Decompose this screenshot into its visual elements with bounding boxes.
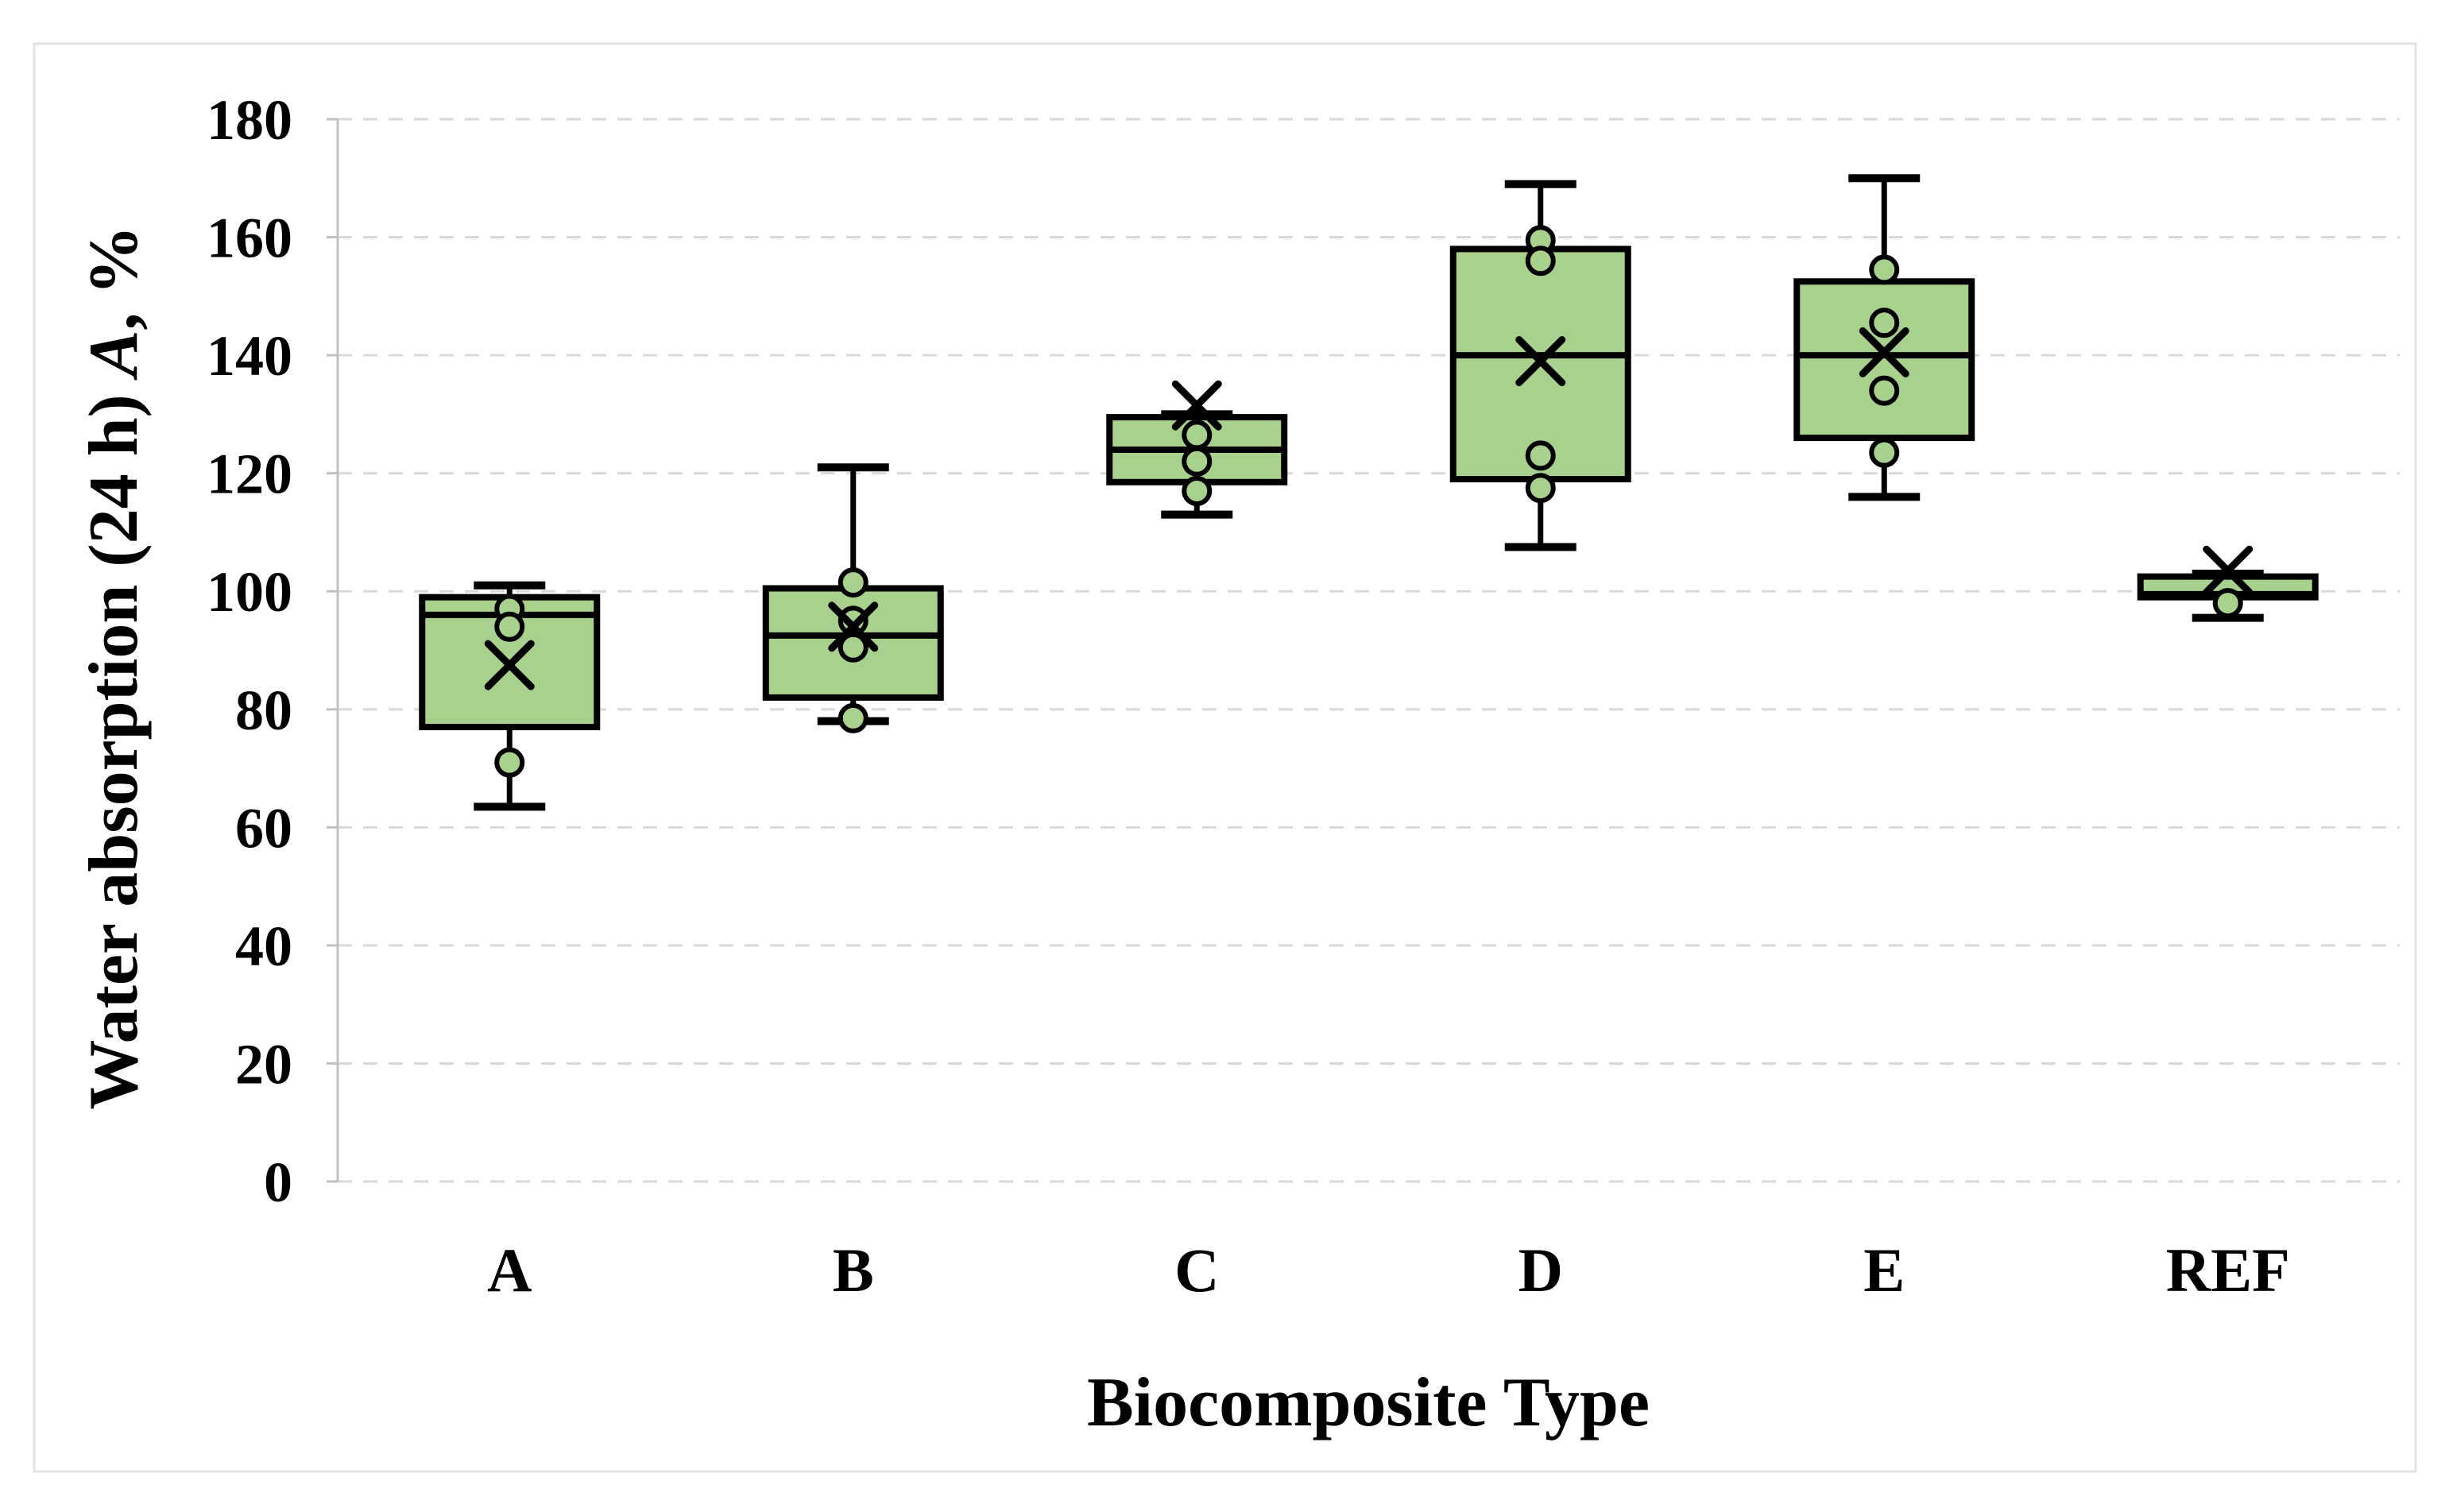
data-point <box>838 567 869 598</box>
box-group-C <box>1106 380 1288 519</box>
y-tick-label: 180 <box>207 88 292 152</box>
mean-marker <box>484 640 535 690</box>
category-label: A <box>487 1236 532 1305</box>
data-point <box>1525 440 1556 471</box>
series-layer <box>419 174 2319 811</box>
y-axis-title: Water absorption (24 h) A, % <box>75 225 153 1109</box>
axis-layer <box>327 118 339 1183</box>
data-point <box>838 632 869 663</box>
mean-marker <box>1859 327 1909 377</box>
y-tick-label: 40 <box>235 915 292 978</box>
label-layer: 0 20 40 60 80 100 120 140 160 180 A B C D E REF <box>207 88 2290 1305</box>
y-tick-label: 60 <box>235 796 292 860</box>
data-point <box>1182 446 1213 477</box>
data-point <box>2212 588 2243 619</box>
x-axis-title: Biocomposite Type <box>1087 1364 1650 1441</box>
box-group-REF <box>2137 545 2319 622</box>
category-label: C <box>1174 1236 1219 1305</box>
data-point <box>1182 420 1213 451</box>
y-tick-label: 160 <box>207 207 292 270</box>
figure-border <box>33 42 2417 1473</box>
y-tick-label: 100 <box>207 560 292 624</box>
data-point <box>1525 246 1556 276</box>
box-group-D <box>1449 180 1631 551</box>
data-point <box>1869 375 1900 406</box>
box-rect <box>1793 278 1975 442</box>
box-group-B <box>762 463 944 733</box>
category-label: D <box>1518 1236 1563 1305</box>
data-point <box>1182 475 1213 506</box>
y-tick-label: 80 <box>235 679 292 742</box>
data-point <box>494 747 525 778</box>
y-tick-label: 140 <box>207 324 292 388</box>
data-point <box>838 702 869 733</box>
grid-layer <box>338 118 2400 1183</box>
mean-marker <box>2203 545 2254 596</box>
category-label: E <box>1863 1236 1905 1305</box>
data-point <box>1869 437 1900 468</box>
box-group-A <box>419 581 601 811</box>
y-tick-label: 0 <box>264 1150 292 1214</box>
mean-marker <box>1515 336 1566 387</box>
mean-marker <box>828 601 879 652</box>
category-label: REF <box>2166 1236 2290 1305</box>
category-label: B <box>833 1236 874 1305</box>
data-point <box>1869 307 1900 338</box>
data-point <box>1525 473 1556 504</box>
data-point <box>494 611 525 642</box>
y-tick-label: 20 <box>235 1032 292 1096</box>
y-tick-label: 120 <box>207 443 292 506</box>
data-point <box>1869 254 1900 285</box>
box-group-E <box>1793 174 1975 501</box>
mean-marker <box>1171 380 1222 431</box>
